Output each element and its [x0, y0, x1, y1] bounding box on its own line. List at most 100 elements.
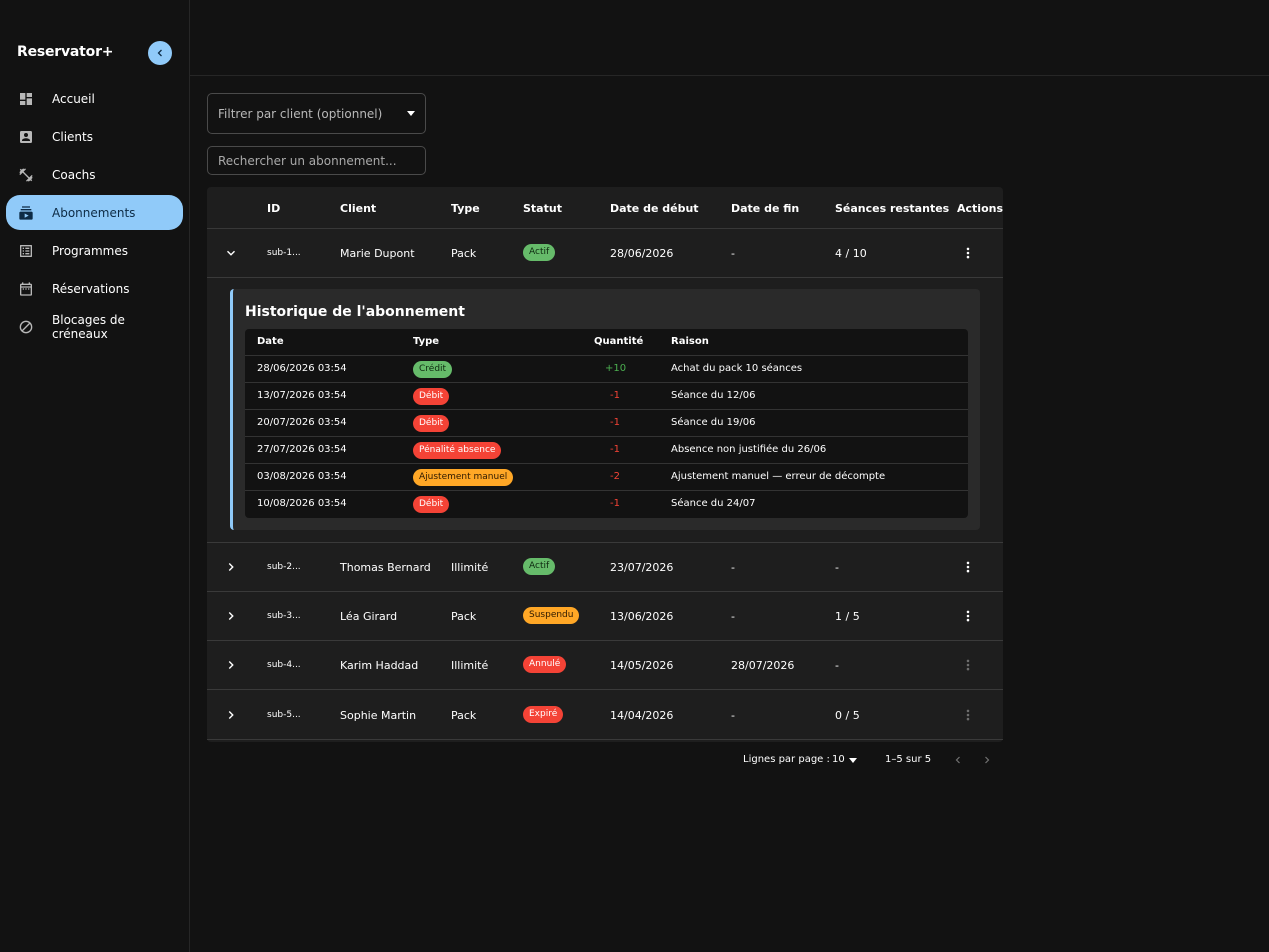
history-date: 10/08/2026 03:54 — [257, 498, 347, 509]
col-header-end: Date de fin — [731, 202, 800, 215]
col-header-type: Type — [451, 202, 480, 215]
history-reason: Ajustement manuel — erreur de décompte — [671, 471, 886, 482]
dropdown-arrow-icon[interactable] — [849, 758, 857, 763]
row-id: sub-1... — [267, 248, 301, 258]
row-type: Illimité — [451, 659, 489, 672]
row-actions-button[interactable] — [960, 657, 976, 673]
sidebar-nav: Accueil Clients Coachs Abonnements Progr… — [6, 81, 183, 347]
history-qty: +10 — [605, 363, 627, 374]
sidebar-item-abonnements[interactable]: Abonnements — [6, 195, 183, 230]
history-reason: Séance du 19/06 — [671, 417, 756, 428]
expand-row-button[interactable] — [223, 707, 239, 723]
row-client: Léa Girard — [340, 610, 398, 623]
history-type-badge: Pénalité absence — [413, 442, 502, 459]
row-actions-button[interactable] — [960, 707, 976, 723]
collapse-sidebar-button[interactable] — [148, 41, 172, 65]
history-col-type: Type — [413, 336, 440, 347]
search-input[interactable] — [207, 146, 426, 175]
col-header-start: Date de début — [610, 202, 699, 215]
row-end-date: - — [731, 247, 735, 260]
table-row[interactable]: sub-3... Léa Girard Pack Suspendu 13/06/… — [207, 592, 1003, 641]
previous-page-button[interactable] — [950, 752, 966, 768]
expand-row-button[interactable] — [223, 559, 239, 575]
history-reason: Absence non justifiée du 26/06 — [671, 444, 827, 455]
history-date: 28/06/2026 03:54 — [257, 363, 347, 374]
history-date: 03/08/2026 03:54 — [257, 471, 347, 482]
history-row: 20/07/2026 03:54 Débit -1 Séance du 19/0… — [245, 410, 968, 437]
expand-row-button[interactable] — [223, 657, 239, 673]
history-reason: Achat du pack 10 séances — [671, 363, 803, 374]
more-vert-icon — [966, 659, 970, 671]
col-header-client: Client — [340, 202, 377, 215]
more-vert-icon — [966, 561, 970, 573]
sidebar: Reservator+ Accueil Clients Coachs Abonn… — [0, 0, 190, 952]
row-id: sub-2... — [267, 562, 301, 572]
row-client: Marie Dupont — [340, 247, 415, 260]
history-qty: -1 — [610, 417, 620, 428]
row-type: Illimité — [451, 561, 489, 574]
sidebar-item-label: Coachs — [52, 167, 96, 182]
sidebar-item-reservations[interactable]: Réservations — [6, 271, 183, 306]
table-row[interactable]: sub-5... Sophie Martin Pack Expiré 14/04… — [207, 691, 1003, 740]
sidebar-item-label: Abonnements — [52, 205, 136, 220]
chevron-left-icon — [157, 49, 162, 57]
sidebar-item-label: Programmes — [52, 243, 128, 258]
sidebar-item-programmes[interactable]: Programmes — [6, 233, 183, 268]
expand-row-button[interactable] — [223, 245, 239, 261]
expand-row-button[interactable] — [223, 608, 239, 624]
history-reason: Séance du 24/07 — [671, 498, 756, 509]
top-app-bar — [190, 0, 1269, 76]
subscriptions-table: ID Client Type Statut Date de début Date… — [207, 187, 1003, 742]
row-id: sub-3... — [267, 611, 301, 621]
sidebar-item-label: Accueil — [52, 91, 95, 106]
chevron-right-icon — [985, 756, 990, 764]
history-qty: -1 — [610, 444, 620, 455]
app-title: Reservator+ — [17, 44, 114, 60]
history-row: 10/08/2026 03:54 Débit -1 Séance du 24/0… — [245, 491, 968, 518]
row-actions-button[interactable] — [960, 559, 976, 575]
sidebar-item-label: Réservations — [52, 281, 130, 296]
chevron-left-icon — [955, 756, 960, 764]
history-row: 13/07/2026 03:54 Débit -1 Séance du 12/0… — [245, 383, 968, 410]
subscriptions-icon — [18, 205, 34, 221]
dropdown-arrow-icon — [407, 111, 415, 116]
more-vert-icon — [966, 247, 970, 259]
status-badge: Actif — [523, 244, 556, 261]
col-header-id: ID — [267, 202, 281, 215]
row-actions-button[interactable] — [960, 608, 976, 624]
sidebar-item-coachs[interactable]: Coachs — [6, 157, 183, 192]
row-client: Karim Haddad — [340, 659, 419, 672]
chevron-down-icon — [227, 250, 235, 256]
chevron-right-icon — [228, 661, 234, 669]
col-header-status: Statut — [523, 202, 562, 215]
client-filter-select[interactable]: Filtrer par client (optionnel) — [207, 93, 426, 134]
history-row: 03/08/2026 03:54 Ajustement manuel -2 Aj… — [245, 464, 968, 491]
row-start-date: 28/06/2026 — [610, 247, 674, 260]
table-row[interactable]: sub-4... Karim Haddad Illimité Annulé 14… — [207, 641, 1003, 690]
next-page-button[interactable] — [979, 752, 995, 768]
sidebar-item-blocages[interactable]: Blocages de créneaux — [6, 309, 183, 344]
contact-card-icon — [18, 129, 34, 145]
row-type: Pack — [451, 709, 477, 722]
row-sessions: 1 / 5 — [835, 610, 860, 623]
row-end-date: - — [731, 709, 735, 722]
rows-per-page-label: Lignes par page : — [743, 754, 830, 765]
table-row[interactable]: sub-1... Marie Dupont Pack Actif 28/06/2… — [207, 229, 1003, 278]
row-actions-button[interactable] — [960, 245, 976, 261]
sidebar-item-accueil[interactable]: Accueil — [6, 81, 183, 116]
pagination-range: 1–5 sur 5 — [885, 754, 932, 765]
row-start-date: 13/06/2026 — [610, 610, 674, 623]
status-badge: Suspendu — [523, 607, 580, 624]
sidebar-item-clients[interactable]: Clients — [6, 119, 183, 154]
rows-per-page-select[interactable]: 10 — [832, 754, 845, 765]
row-client: Sophie Martin — [340, 709, 417, 722]
fitness-icon — [18, 167, 34, 183]
row-start-date: 14/05/2026 — [610, 659, 674, 672]
dashboard-icon — [18, 91, 34, 107]
status-badge: Expiré — [523, 706, 564, 723]
history-qty: -1 — [610, 390, 620, 401]
more-vert-icon — [966, 709, 970, 721]
row-sessions: - — [835, 659, 839, 672]
table-row[interactable]: sub-2... Thomas Bernard Illimité Actif 2… — [207, 543, 1003, 592]
history-header: Date Type Quantité Raison — [245, 329, 968, 356]
